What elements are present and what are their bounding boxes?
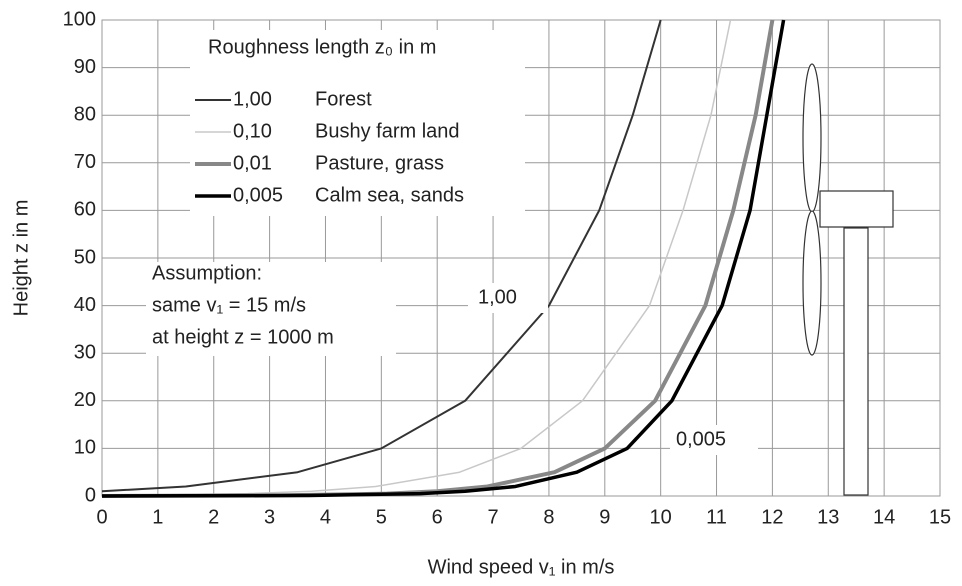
wind-turbine xyxy=(802,63,894,496)
y-tick-label: 90 xyxy=(74,56,96,78)
legend-name: 0,10 xyxy=(233,120,272,142)
x-tick-label: 11 xyxy=(706,506,727,528)
legend-box xyxy=(190,30,525,216)
nacelle xyxy=(819,190,894,228)
y-tick-label: 20 xyxy=(74,389,96,411)
grid: 0 1 2 3 4 5 6 7 8 9 10 11 12 13 14 15010203040506070809… xyxy=(63,8,952,528)
legend-label: Calm sea, sands xyxy=(315,184,464,206)
y-tick-label: 60 xyxy=(74,199,96,221)
legend-title: Roughness length z₀ in m xyxy=(208,36,436,58)
legend: 1,00 Forest 0,10 Bushy farm land 0,01 Pasture… xyxy=(195,88,464,206)
lines xyxy=(101,19,786,498)
legend-name: 1,00 xyxy=(233,88,272,110)
annotation: at height z = 1000 m xyxy=(152,326,334,348)
y-tick-label: 10 xyxy=(74,437,96,459)
x-tick-label: 2 xyxy=(208,506,219,528)
annotation-box xyxy=(146,262,396,356)
x-tick-label: 3 xyxy=(264,506,275,528)
curve-label: 1,00 xyxy=(478,286,517,308)
y-tick-label: 30 xyxy=(74,341,96,363)
y-tick-label: 0 xyxy=(85,484,96,506)
series-line xyxy=(101,19,786,498)
x-tick-label: 0 xyxy=(96,506,107,528)
x-tick-label: 12 xyxy=(761,506,783,528)
x-tick-label: 8 xyxy=(543,506,554,528)
blade xyxy=(802,63,822,213)
x-tick-label: 14 xyxy=(873,506,895,528)
legend-label: Bushy farm land xyxy=(315,120,460,142)
x-tick-label: 4 xyxy=(320,506,331,528)
legend-name: 0,01 xyxy=(233,152,272,174)
x-tick-label: 1 xyxy=(152,506,163,528)
annotation: same v₁ = 15 m/s xyxy=(152,294,306,316)
label-box xyxy=(670,425,758,455)
x-tick-label: 13 xyxy=(817,506,839,528)
x-tick-label: 15 xyxy=(929,506,951,528)
blade xyxy=(802,210,822,356)
y-tick-label: 80 xyxy=(74,103,96,125)
y-axis-label: Height z in m xyxy=(10,200,32,317)
x-tick-label: 10 xyxy=(650,506,672,528)
legend-name: 0,005 xyxy=(233,184,283,206)
tower xyxy=(843,227,869,496)
label-box xyxy=(468,283,548,313)
y-tick-label: 100 xyxy=(63,8,96,30)
annotation: Assumption: xyxy=(152,262,262,284)
x-tick-label: 5 xyxy=(376,506,387,528)
x-tick-label: 7 xyxy=(488,506,499,528)
x-tick-label: 9 xyxy=(599,506,610,528)
y-tick-label: 50 xyxy=(74,246,96,268)
legend-label: Pasture, grass xyxy=(315,152,444,174)
legend-label: Forest xyxy=(315,88,372,110)
y-tick-label: 70 xyxy=(74,151,96,173)
series-line xyxy=(101,19,732,497)
series-line xyxy=(101,19,662,493)
y-tick-label: 40 xyxy=(74,294,96,316)
curve-label: 0,005 xyxy=(676,428,726,450)
x-tick-label: 6 xyxy=(432,506,443,528)
x-axis-label: Wind speed v₁ in m/s xyxy=(428,556,615,578)
